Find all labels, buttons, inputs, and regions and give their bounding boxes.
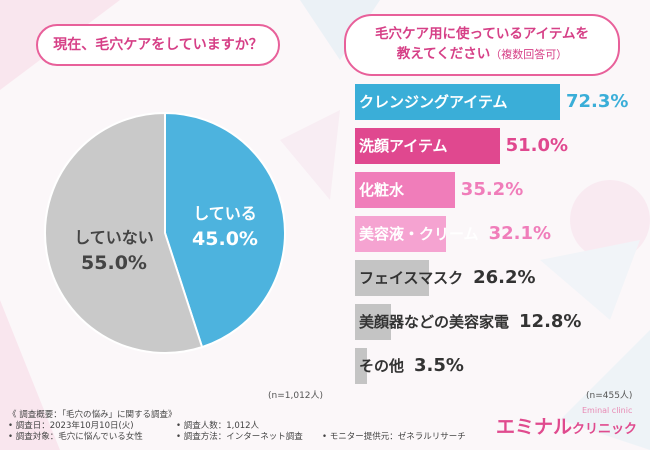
bar-label: 洗顔アイテム [359, 137, 448, 155]
bar-question-line2: 教えてください [396, 46, 491, 62]
bar-label: クレンジングアイテム [359, 93, 508, 111]
bar-label: その他 [359, 357, 405, 375]
eminal-logo: エミナルクリニック Eminal clinic [496, 406, 638, 439]
bar-value-label: 35.2% [460, 179, 524, 200]
bar [355, 128, 500, 164]
bar-label: フェイスマスク [359, 269, 464, 287]
bar [355, 84, 560, 120]
bar [355, 260, 430, 296]
survey-title: 《 調査概要：「毛穴の悩み」に関する調査》 [8, 410, 177, 420]
bar-value-label: 32.1% [488, 223, 552, 244]
survey-method: • 調査方法：インターネット調査 [176, 432, 303, 442]
pie-question-box: 現在、毛穴ケアをしていますか？ [36, 24, 280, 66]
logo-clinic: クリニック [572, 422, 638, 437]
pie-chart [44, 111, 286, 354]
bar-value-label: 3.5% [414, 355, 464, 376]
survey-provider: • モニター提供元：ゼネラルリサーチ [322, 432, 466, 442]
pie-question-text: 現在、毛穴ケアをしていますか？ [53, 37, 263, 53]
pie-label-not-doing: していない 55.0% [64, 224, 164, 274]
bar [355, 348, 367, 384]
bar-label: 美容液・クリーム [359, 225, 479, 243]
bar-label: 化粧水 [359, 181, 405, 199]
survey-target: • 調査対象：毛穴に悩んでいる女性 [8, 432, 143, 442]
bar-label: 美顔器などの美容家電 [359, 313, 510, 331]
pie-slice-0 [164, 111, 286, 349]
pie-label-doing: している 45.0% [170, 200, 280, 250]
bar-sample-size: (n=455人) [586, 391, 633, 401]
bar-value-label: 72.3% [566, 91, 629, 112]
survey-date: • 調査日：2023年10月10日(火) [8, 421, 134, 431]
logo-main: エミナル [496, 416, 573, 438]
pie-slice-1 [44, 111, 204, 354]
bar-value-label: 12.8% [519, 311, 582, 332]
bar-value-label: 51.0% [505, 135, 569, 156]
survey-count: • 調査人数：1,012人 [176, 421, 260, 431]
logo-en: Eminal clinic [582, 406, 633, 415]
pie-sample-size: (n=1,012人) [268, 391, 324, 401]
bar-value-label: 26.2% [473, 267, 536, 288]
bar-question-box: 毛穴ケア用に使っているアイテムを 教えてください（複数回答可） [344, 14, 620, 76]
bar [355, 304, 392, 340]
pie-slice-label: している [193, 204, 257, 223]
bar [355, 172, 455, 208]
bar-question-sub: （複数回答可） [490, 48, 568, 61]
bar-question-line1: 毛穴ケア用に使っているアイテムを [375, 26, 589, 42]
pie-slice-value: 45.0% [192, 228, 258, 250]
pie-slice-value: 55.0% [81, 252, 147, 274]
survey-summary: 《 調査概要：「毛穴の悩み」に関する調査》 • 調査日：2023年10月10日(… [8, 410, 466, 443]
pie-slice-label: していない [74, 228, 154, 247]
bar [355, 216, 447, 252]
